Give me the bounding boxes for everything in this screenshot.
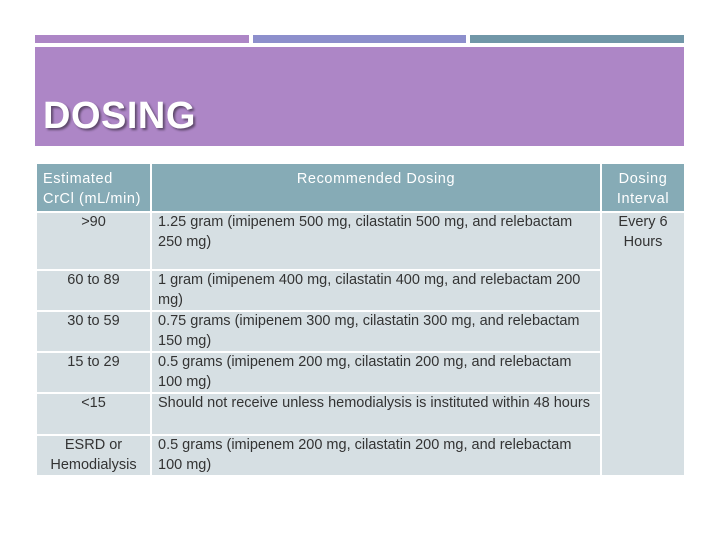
- dosing-table: Estimated CrCl (mL/min) Recommended Dosi…: [35, 162, 686, 477]
- interval-cell: Every 6 Hours: [602, 213, 684, 475]
- dose-cell: 0.5 grams (imipenem 200 mg, cilastatin 2…: [152, 353, 600, 392]
- crcl-cell: 15 to 29: [37, 353, 150, 392]
- dose-cell: Should not receive unless hemodialysis i…: [152, 394, 600, 434]
- dose-cell: 0.5 grams (imipenem 200 mg, cilastatin 2…: [152, 436, 600, 475]
- accent-bar-1: [35, 35, 249, 43]
- crcl-cell: 60 to 89: [37, 271, 150, 310]
- table-header-row: Estimated CrCl (mL/min) Recommended Dosi…: [37, 164, 684, 211]
- table-row: <15 Should not receive unless hemodialys…: [37, 394, 684, 434]
- dose-cell: 1.25 gram (imipenem 500 mg, cilastatin 5…: [152, 213, 600, 269]
- title-band: [35, 47, 684, 146]
- header-crcl: Estimated CrCl (mL/min): [37, 164, 150, 211]
- slide-title: DOSING: [43, 95, 196, 137]
- crcl-cell: >90: [37, 213, 150, 269]
- table-row: >90 1.25 gram (imipenem 500 mg, cilastat…: [37, 213, 684, 475]
- table-row: 15 to 29 0.5 grams (imipenem 200 mg, cil…: [37, 353, 684, 392]
- accent-bar-3: [470, 35, 684, 43]
- header-dose: Recommended Dosing: [152, 164, 600, 211]
- dose-cell: 1 gram (imipenem 400 mg, cilastatin 400 …: [152, 271, 600, 310]
- table-row: ESRD or Hemodialysis 0.5 grams (imipenem…: [37, 436, 684, 475]
- header-interval: Dosing Interval: [602, 164, 684, 211]
- crcl-cell: 30 to 59: [37, 312, 150, 351]
- table-row: 60 to 89 1 gram (imipenem 400 mg, cilast…: [37, 271, 684, 310]
- table-row: 30 to 59 0.75 grams (imipenem 300 mg, ci…: [37, 312, 684, 351]
- crcl-cell: <15: [37, 394, 150, 434]
- dose-cell: 0.75 grams (imipenem 300 mg, cilastatin …: [152, 312, 600, 351]
- accent-bar-2: [253, 35, 466, 43]
- crcl-cell: ESRD or Hemodialysis: [37, 436, 150, 475]
